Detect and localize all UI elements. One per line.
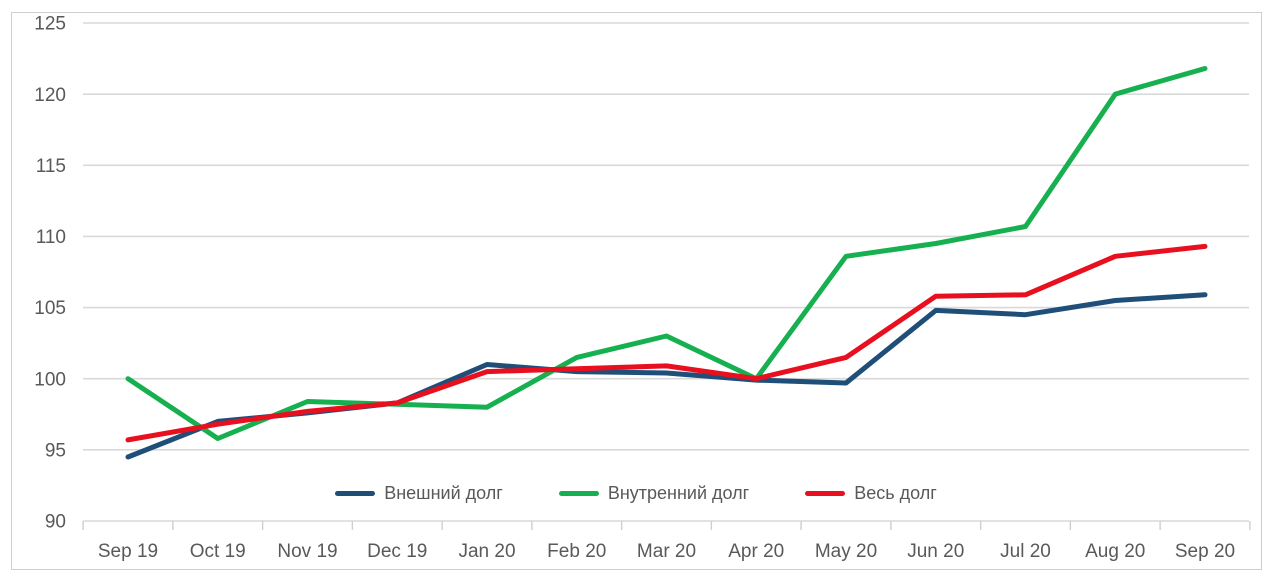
x-axis-tick-label: Nov 19 [277, 541, 337, 562]
x-axis-tick-label: Dec 19 [367, 541, 427, 562]
x-axis-tick-label: Oct 19 [190, 541, 246, 562]
x-axis-tick-label: Feb 20 [547, 541, 606, 562]
x-axis-tick-label: Jan 20 [458, 541, 515, 562]
x-axis-tick-label: Sep 19 [98, 541, 158, 562]
y-axis-tick-label: 105 [34, 298, 66, 319]
y-axis-tick-label: 95 [45, 441, 66, 462]
series-line-2 [125, 243, 1208, 443]
x-axis-tick-label: Jun 20 [907, 541, 964, 562]
y-axis-tick-label: 120 [34, 85, 66, 106]
x-axis-tick-label: Apr 20 [728, 541, 784, 562]
series-line-1 [125, 66, 1208, 441]
x-axis-tick-label: May 20 [815, 541, 877, 562]
x-axis-tick-label: Aug 20 [1085, 541, 1145, 562]
y-axis-tick-label: 110 [36, 227, 66, 248]
chart-frame [11, 12, 1262, 570]
y-axis-tick-label: 100 [34, 369, 66, 390]
y-axis-tick-label: 125 [34, 14, 66, 35]
x-axis-tick-label: Sep 20 [1175, 541, 1235, 562]
y-axis-tick-label: 115 [36, 156, 66, 177]
x-axis-tick-label: Jul 20 [1000, 541, 1051, 562]
series-line-0 [125, 292, 1208, 460]
x-axis-tick-label: Mar 20 [637, 541, 696, 562]
y-axis-tick-label: 90 [45, 512, 66, 533]
